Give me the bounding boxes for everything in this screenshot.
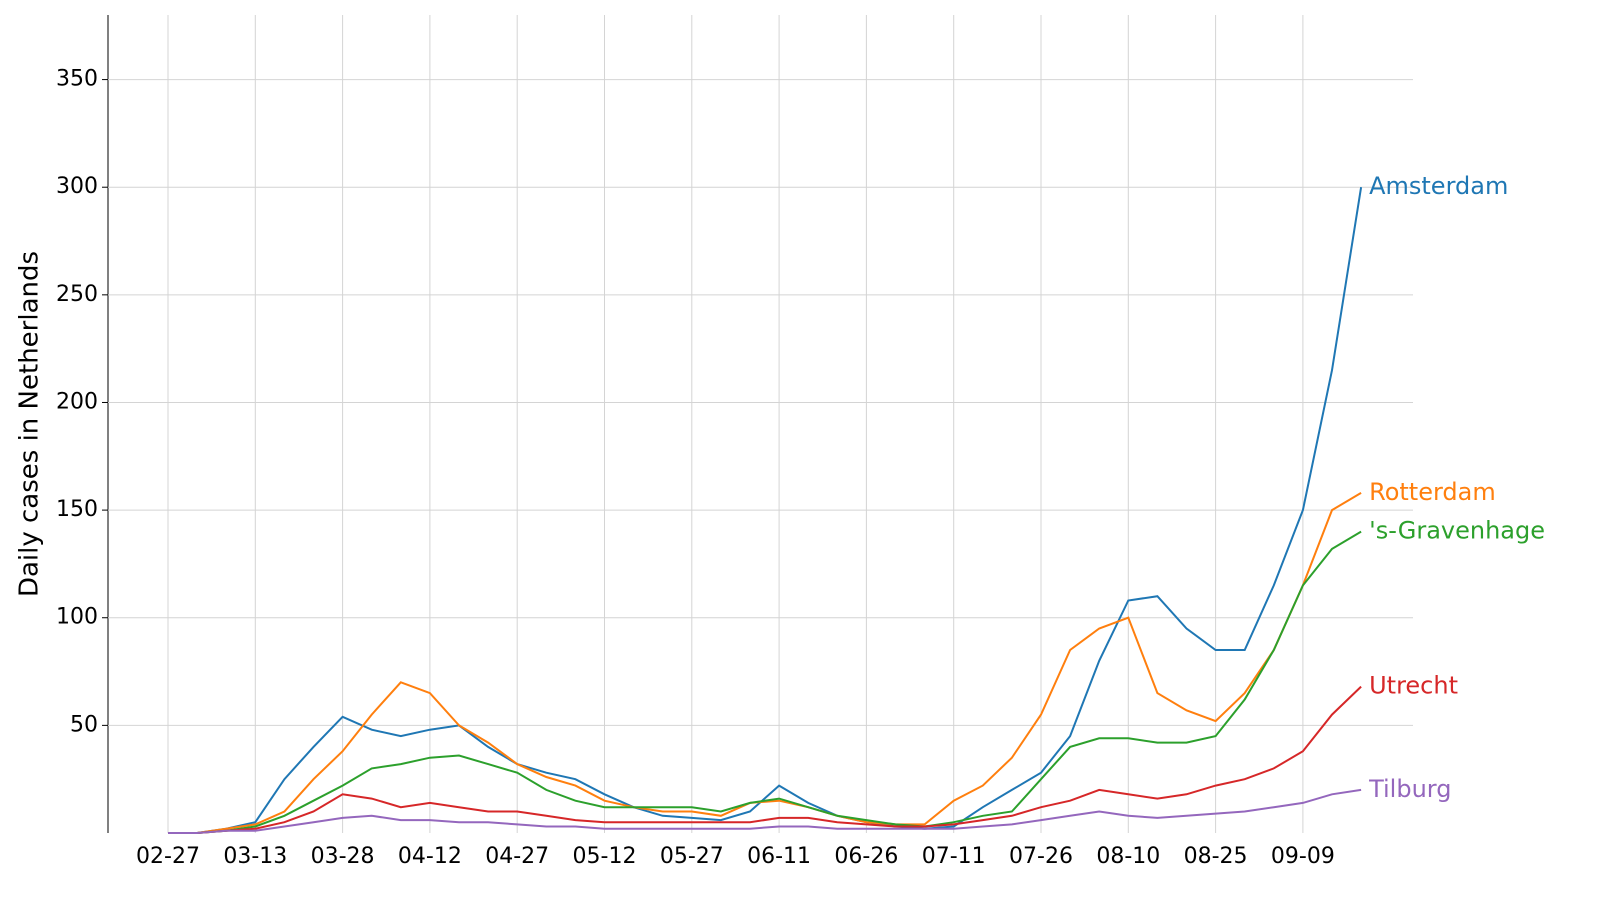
x-tick-label: 09-09: [1271, 844, 1335, 869]
x-tick-label: 05-27: [660, 844, 724, 869]
series-line: [168, 530, 1362, 834]
y-tick-label: 200: [56, 389, 98, 414]
series-label: Amsterdam: [1369, 172, 1508, 200]
y-tick-label: 100: [56, 605, 98, 630]
x-tick-label: 03-13: [223, 844, 287, 869]
x-tick-label: 02-27: [136, 844, 200, 869]
x-tick-label: 06-26: [834, 844, 898, 869]
series-label: Tilburg: [1368, 775, 1451, 803]
y-tick-label: 350: [56, 67, 98, 92]
series-line: [168, 492, 1362, 834]
series-label: Utrecht: [1369, 672, 1458, 700]
series-label: 's-Gravenhage: [1369, 517, 1545, 545]
x-tick-label: 04-12: [398, 844, 462, 869]
series-label: Rotterdam: [1369, 478, 1496, 506]
x-tick-label: 08-10: [1096, 844, 1160, 869]
x-tick-label: 08-25: [1184, 844, 1248, 869]
x-tick-label: 07-26: [1009, 844, 1073, 869]
x-tick-label: 07-11: [922, 844, 986, 869]
x-tick-label: 06-11: [747, 844, 811, 869]
x-tick-label: 05-12: [573, 844, 637, 869]
y-tick-label: 300: [56, 174, 98, 199]
x-tick-label: 03-28: [311, 844, 375, 869]
series-line: [168, 187, 1363, 834]
series-line: [168, 685, 1362, 834]
y-tick-label: 250: [56, 282, 98, 307]
y-tick-label: 150: [56, 497, 98, 522]
y-tick-label: 50: [70, 712, 98, 737]
x-tick-label: 04-27: [485, 844, 549, 869]
series-line: [168, 788, 1362, 834]
y-axis-label: Daily cases in Netherlands: [15, 251, 45, 597]
